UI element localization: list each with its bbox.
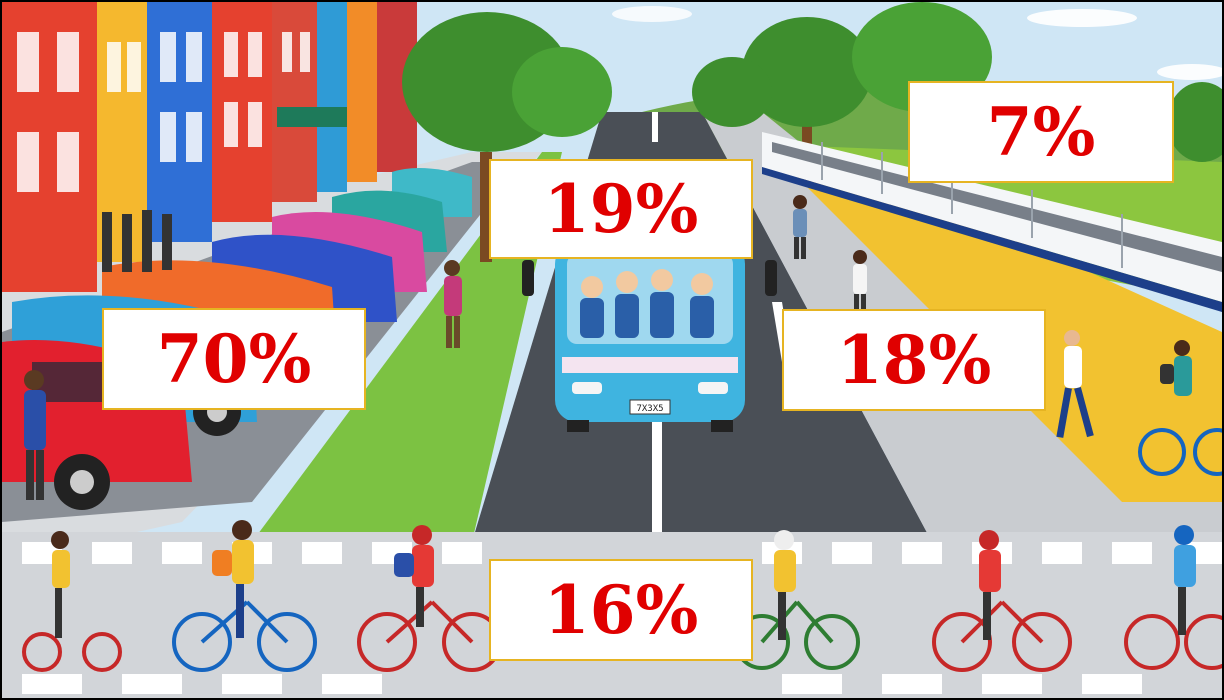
pedestrians (24, 195, 1094, 500)
car-share-label: 70% (102, 308, 366, 410)
train-share-label: 7% (908, 81, 1174, 183)
cyclists (22, 428, 1222, 672)
bus-share-label: 19% (489, 159, 753, 259)
bus-plate: 7X3X5 (636, 404, 663, 414)
trees (402, 2, 1222, 262)
cyclist-riders (51, 340, 1196, 640)
bus: 7X3X5 (522, 242, 777, 432)
train (762, 132, 1222, 312)
walk-share-label: 18% (782, 309, 1046, 411)
bike-share-label: 16% (489, 559, 753, 661)
